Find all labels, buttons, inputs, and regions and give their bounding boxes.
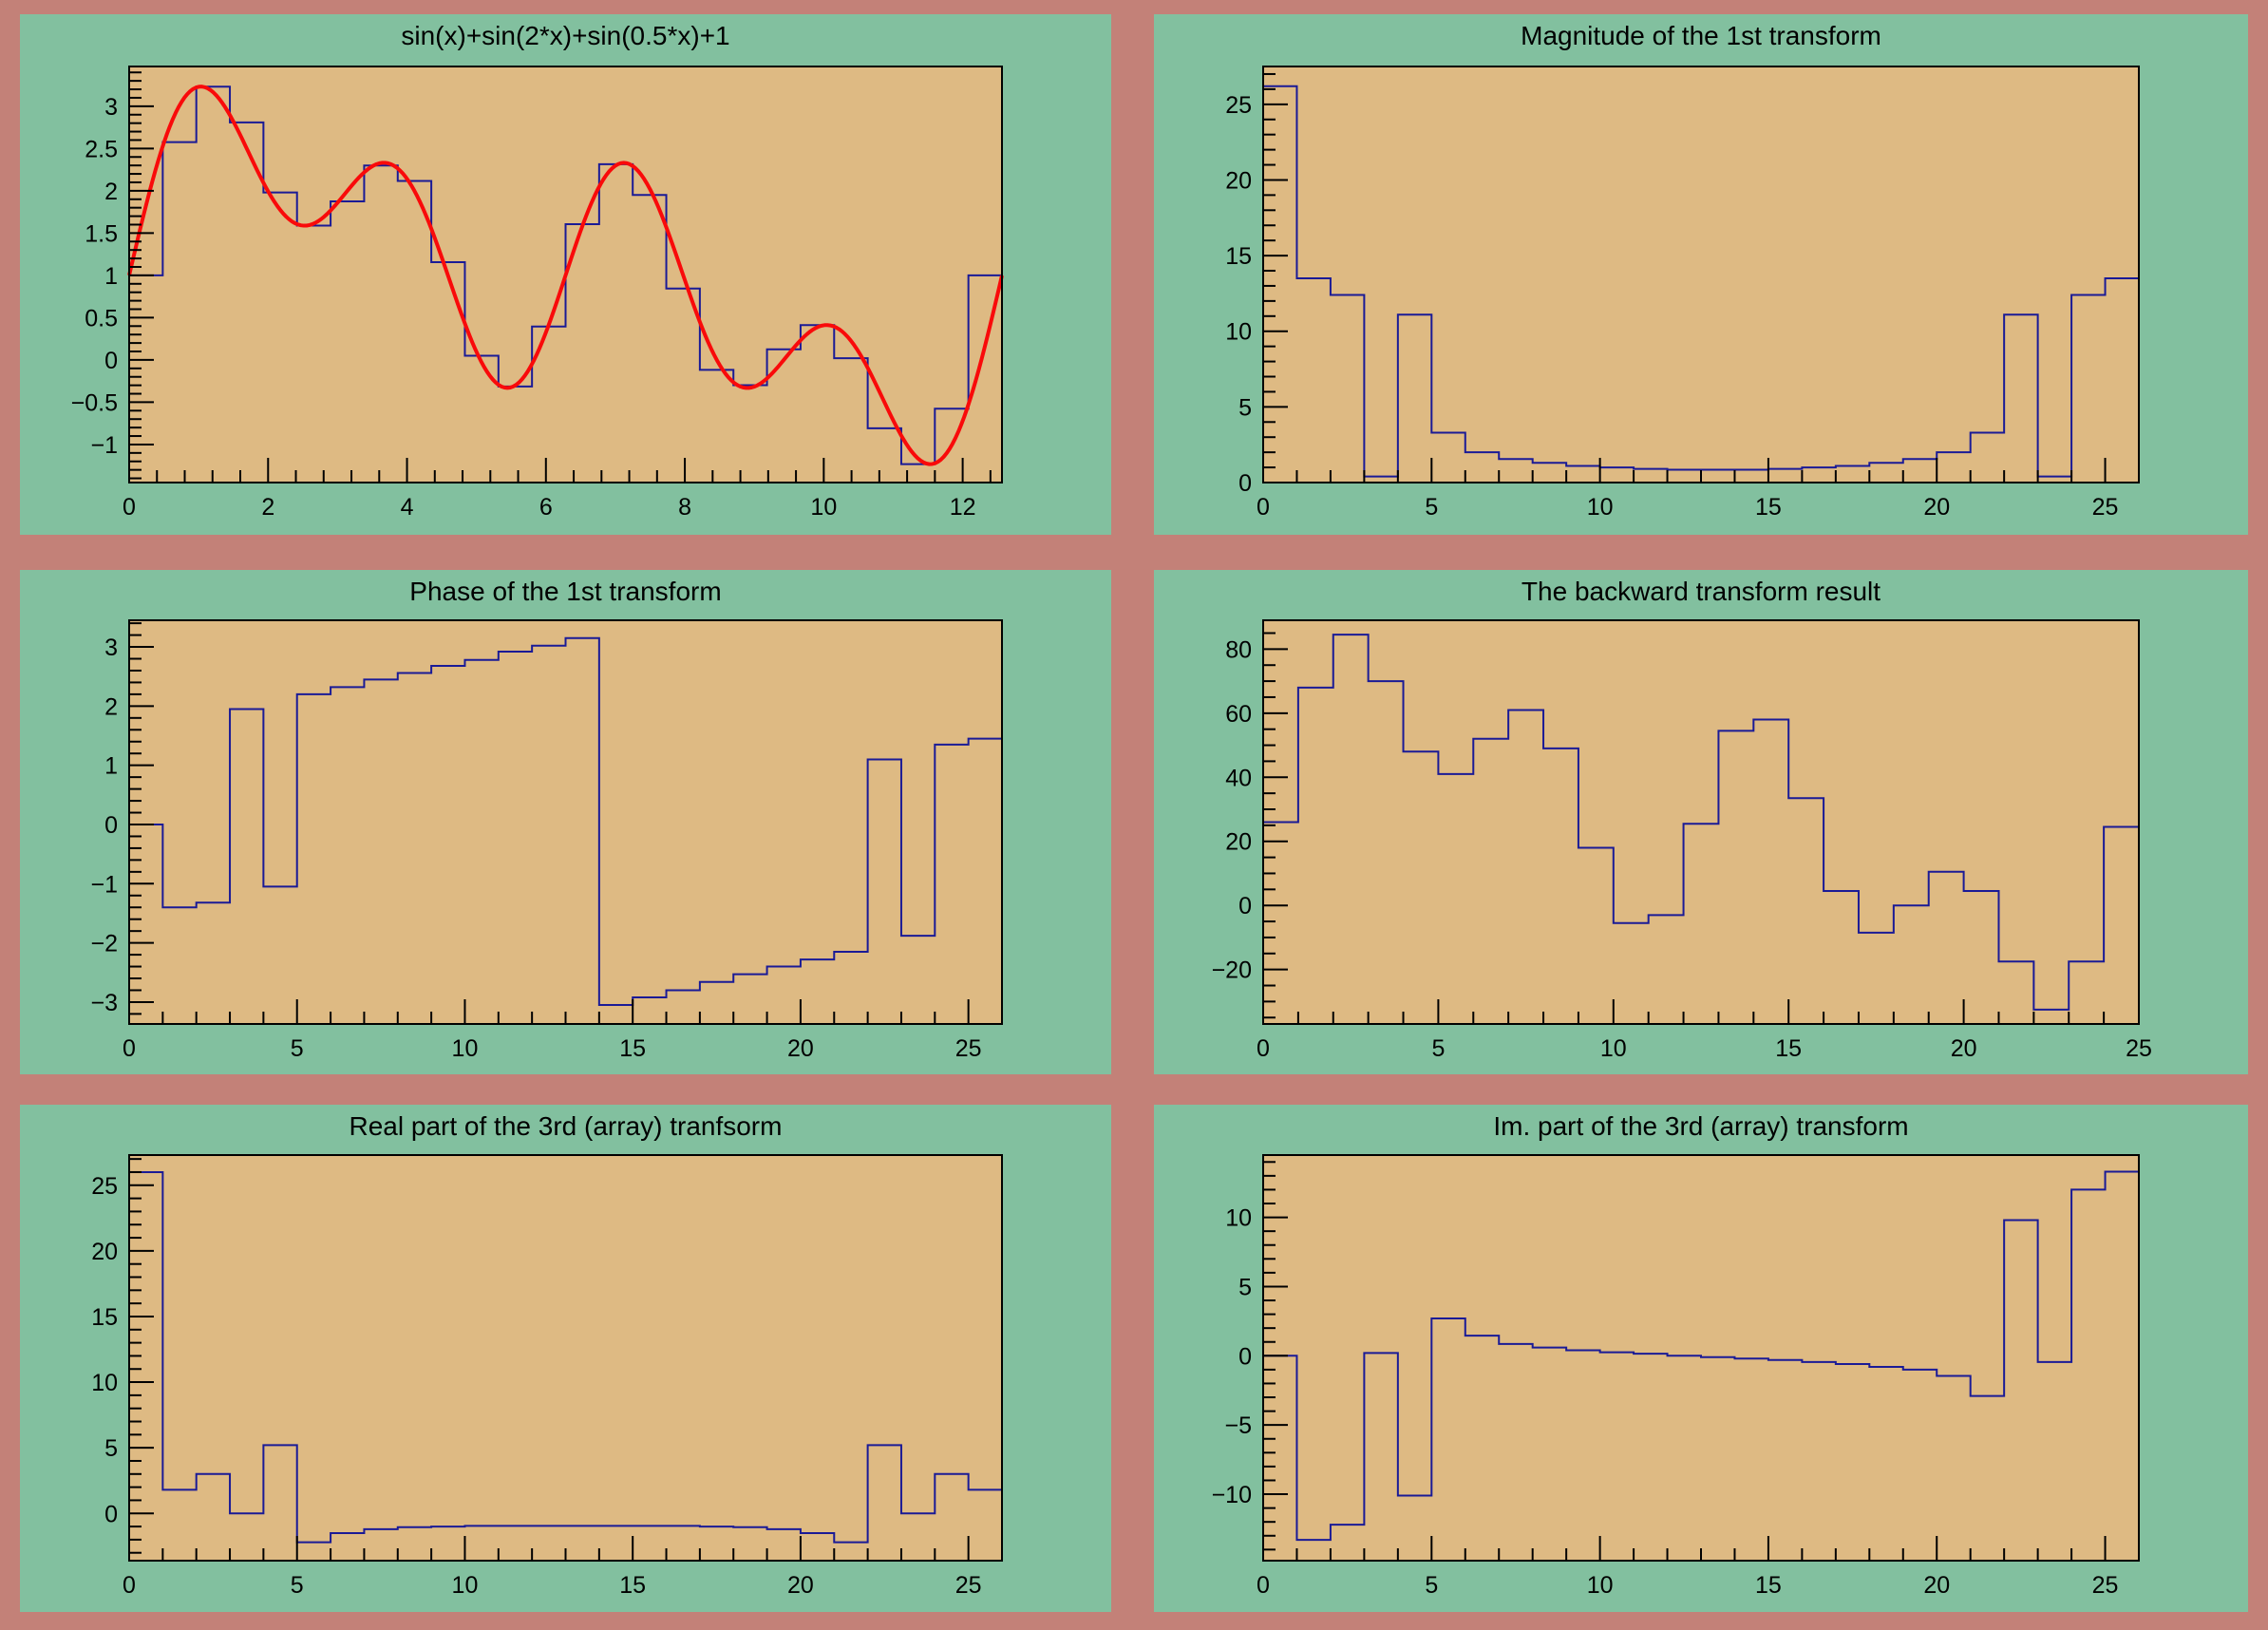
svg-text:15: 15 <box>619 1572 646 1599</box>
svg-text:0: 0 <box>123 1035 136 1062</box>
pad-imaginary-part: Im. part of the 3rd (array) transform 0 5… <box>1154 1105 2248 1612</box>
pad-real-part: Real part of the 3rd (array) tranfsorm 0… <box>20 1105 1111 1612</box>
pad-4-title: The backward transform result <box>1521 577 1881 606</box>
pad-5-title: Real part of the 3rd (array) tranfsorm <box>349 1111 783 1141</box>
svg-text:15: 15 <box>1755 1572 1782 1599</box>
svg-text:20: 20 <box>91 1239 118 1265</box>
svg-text:0: 0 <box>1238 470 1252 497</box>
pad-1-plot-area[interactable]: 0 2 4 6 8 10 12 −1 −0.5 0 0.5 1 1.5 2 2.5 3 <box>20 14 1111 535</box>
svg-text:5: 5 <box>1425 494 1438 521</box>
svg-text:10: 10 <box>1587 494 1614 521</box>
svg-text:15: 15 <box>1225 243 1252 270</box>
svg-text:−1: −1 <box>90 432 118 459</box>
svg-text:0: 0 <box>123 494 136 521</box>
svg-text:0: 0 <box>1238 893 1252 919</box>
svg-text:25: 25 <box>955 1035 982 1062</box>
svg-text:60: 60 <box>1225 701 1252 728</box>
svg-text:15: 15 <box>91 1304 118 1331</box>
svg-text:−0.5: −0.5 <box>71 389 118 416</box>
svg-text:5: 5 <box>1238 394 1252 421</box>
svg-text:0: 0 <box>104 348 118 374</box>
svg-text:−10: −10 <box>1212 1482 1252 1508</box>
pad-6-title: Im. part of the 3rd (array) transform <box>1493 1111 1909 1141</box>
svg-text:20: 20 <box>1225 167 1252 194</box>
svg-text:4: 4 <box>401 494 414 521</box>
pad-3-plot-area[interactable]: 0 5 10 15 20 25 −3 −2 −1 0 1 2 3 <box>20 570 1111 1074</box>
svg-text:20: 20 <box>787 1035 814 1062</box>
svg-text:20: 20 <box>1923 1572 1950 1599</box>
svg-text:0: 0 <box>1257 1035 1270 1062</box>
svg-text:20: 20 <box>787 1572 814 1599</box>
svg-text:−20: −20 <box>1212 957 1252 984</box>
svg-text:0: 0 <box>1238 1343 1252 1370</box>
svg-text:25: 25 <box>2092 494 2119 521</box>
svg-text:1: 1 <box>104 263 118 290</box>
svg-text:3: 3 <box>104 635 118 661</box>
svg-text:−2: −2 <box>90 931 118 957</box>
svg-text:15: 15 <box>1755 494 1782 521</box>
svg-text:0.5: 0.5 <box>85 305 118 332</box>
svg-text:80: 80 <box>1225 636 1252 663</box>
svg-text:25: 25 <box>2126 1035 2152 1062</box>
pad-2-title: Magnitude of the 1st transform <box>1521 21 1881 50</box>
pad-backward-transform: The backward transform result 0 5 10 15 20 25… <box>1154 570 2248 1074</box>
svg-text:20: 20 <box>1951 1035 1977 1062</box>
pad-magnitude: Magnitude of the 1st transform 0 5 10 15 20 2… <box>1154 14 2248 535</box>
svg-text:20: 20 <box>1923 494 1950 521</box>
svg-text:6: 6 <box>539 494 553 521</box>
svg-text:0: 0 <box>1257 1572 1270 1599</box>
pad-phase: Phase of the 1st transform 0 5 10 15 20 25 −3−… <box>20 570 1111 1074</box>
svg-text:1: 1 <box>104 753 118 780</box>
svg-text:−1: −1 <box>90 871 118 898</box>
svg-text:3: 3 <box>104 94 118 121</box>
svg-text:1.5: 1.5 <box>85 220 118 247</box>
svg-text:10: 10 <box>1587 1572 1614 1599</box>
svg-text:10: 10 <box>1225 319 1252 346</box>
svg-text:5: 5 <box>291 1035 304 1062</box>
svg-text:−5: −5 <box>1224 1412 1252 1439</box>
pad-5-plot-area[interactable]: 0 5 10 15 20 25 0 5 10 15 20 25 <box>20 1105 1111 1612</box>
svg-text:5: 5 <box>1425 1572 1438 1599</box>
svg-text:2.5: 2.5 <box>85 136 118 162</box>
pad-1-title: sin(x)+sin(2*x)+sin(0.5*x)+1 <box>401 21 730 50</box>
svg-text:25: 25 <box>2092 1572 2119 1599</box>
svg-text:0: 0 <box>123 1572 136 1599</box>
svg-text:25: 25 <box>91 1173 118 1200</box>
svg-text:2: 2 <box>104 693 118 720</box>
svg-text:0: 0 <box>104 812 118 839</box>
svg-text:10: 10 <box>1225 1205 1252 1232</box>
pad-3-title: Phase of the 1st transform <box>409 577 722 606</box>
svg-text:0: 0 <box>104 1501 118 1527</box>
svg-text:5: 5 <box>1238 1274 1252 1300</box>
pad-4-plot-area[interactable]: 0 5 10 15 20 25 −20 0 20 40 60 80 <box>1154 570 2248 1074</box>
svg-text:10: 10 <box>810 494 837 521</box>
pad-2-plot-area[interactable]: 0 5 10 15 20 25 0 5 10 15 20 25 <box>1154 14 2248 535</box>
svg-text:10: 10 <box>452 1035 479 1062</box>
svg-text:10: 10 <box>452 1572 479 1599</box>
svg-text:0: 0 <box>1257 494 1270 521</box>
svg-text:8: 8 <box>678 494 691 521</box>
svg-text:2: 2 <box>104 179 118 205</box>
svg-text:12: 12 <box>950 494 976 521</box>
svg-text:5: 5 <box>291 1572 304 1599</box>
svg-text:−3: −3 <box>90 990 118 1016</box>
svg-text:25: 25 <box>1225 92 1252 119</box>
svg-text:10: 10 <box>1600 1035 1627 1062</box>
svg-text:20: 20 <box>1225 829 1252 856</box>
svg-text:2: 2 <box>261 494 274 521</box>
svg-text:5: 5 <box>1431 1035 1445 1062</box>
svg-text:25: 25 <box>955 1572 982 1599</box>
svg-text:40: 40 <box>1225 765 1252 791</box>
pad-6-plot-area[interactable]: 0 5 10 15 20 25 −10 −5 0 5 10 <box>1154 1105 2248 1612</box>
svg-text:15: 15 <box>1775 1035 1802 1062</box>
svg-text:15: 15 <box>619 1035 646 1062</box>
svg-text:5: 5 <box>104 1435 118 1462</box>
svg-text:10: 10 <box>91 1370 118 1396</box>
pad-original-function: sin(x)+sin(2*x)+sin(0.5*x)+1 0 2 4 6 8 10 12 −1… <box>20 14 1111 535</box>
